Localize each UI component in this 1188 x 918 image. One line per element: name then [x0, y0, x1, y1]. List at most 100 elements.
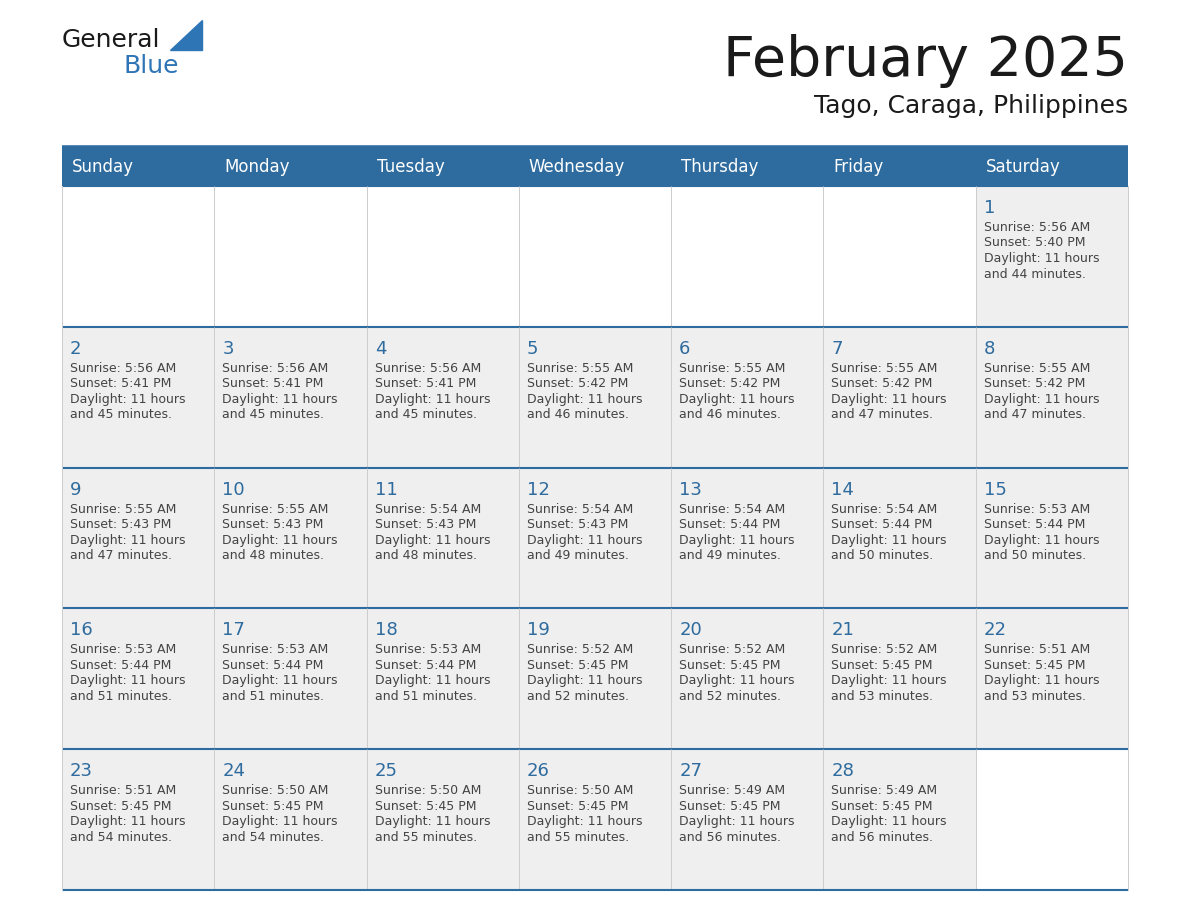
Bar [62, 186, 214, 327]
Text: 1: 1 [984, 199, 996, 217]
Text: Sunset: 5:41 PM: Sunset: 5:41 PM [222, 377, 323, 390]
Text: Sunrise: 5:50 AM: Sunrise: 5:50 AM [222, 784, 329, 797]
Text: and 54 minutes.: and 54 minutes. [222, 831, 324, 844]
Bar [214, 186, 367, 327]
Text: Sunrise: 5:55 AM: Sunrise: 5:55 AM [832, 362, 937, 375]
Bar [62, 148, 1127, 186]
Text: 19: 19 [526, 621, 550, 640]
Text: Sunset: 5:43 PM: Sunset: 5:43 PM [70, 518, 171, 532]
Text: Tago, Caraga, Philippines: Tago, Caraga, Philippines [814, 94, 1127, 118]
Text: 23: 23 [70, 762, 93, 780]
Bar [62, 186, 214, 327]
Text: Sunset: 5:45 PM: Sunset: 5:45 PM [526, 659, 628, 672]
Text: Sunset: 5:44 PM: Sunset: 5:44 PM [984, 518, 1085, 532]
Text: Daylight: 11 hours: Daylight: 11 hours [70, 675, 185, 688]
Text: Daylight: 11 hours: Daylight: 11 hours [70, 533, 185, 546]
Bar [367, 327, 519, 467]
Text: Daylight: 11 hours: Daylight: 11 hours [526, 393, 643, 406]
Bar [671, 186, 823, 327]
Text: 26: 26 [526, 762, 550, 780]
Text: Sunrise: 5:51 AM: Sunrise: 5:51 AM [70, 784, 176, 797]
Text: Sunset: 5:44 PM: Sunset: 5:44 PM [832, 518, 933, 532]
Text: Sunrise: 5:52 AM: Sunrise: 5:52 AM [680, 644, 785, 656]
Text: and 45 minutes.: and 45 minutes. [70, 409, 172, 421]
Bar [367, 749, 519, 890]
Text: and 53 minutes.: and 53 minutes. [984, 690, 1086, 703]
Text: and 50 minutes.: and 50 minutes. [984, 549, 1086, 562]
Text: 28: 28 [832, 762, 854, 780]
Text: Sunset: 5:45 PM: Sunset: 5:45 PM [680, 800, 781, 812]
Text: and 53 minutes.: and 53 minutes. [832, 690, 934, 703]
Polygon shape [170, 20, 202, 50]
Text: Sunrise: 5:56 AM: Sunrise: 5:56 AM [374, 362, 481, 375]
Bar [214, 467, 367, 609]
Bar [975, 327, 1127, 467]
Text: Daylight: 11 hours: Daylight: 11 hours [222, 675, 337, 688]
Text: Sunset: 5:43 PM: Sunset: 5:43 PM [526, 518, 628, 532]
Text: Sunset: 5:45 PM: Sunset: 5:45 PM [680, 659, 781, 672]
Text: and 44 minutes.: and 44 minutes. [984, 267, 1086, 281]
Bar [62, 609, 214, 749]
Text: 11: 11 [374, 481, 397, 498]
Text: 6: 6 [680, 340, 690, 358]
Text: Sunrise: 5:52 AM: Sunrise: 5:52 AM [832, 644, 937, 656]
Bar [823, 186, 975, 327]
Bar [823, 467, 975, 609]
Text: Sunrise: 5:53 AM: Sunrise: 5:53 AM [374, 644, 481, 656]
Bar [823, 186, 975, 327]
Text: Daylight: 11 hours: Daylight: 11 hours [832, 675, 947, 688]
Bar [367, 609, 519, 749]
Text: and 48 minutes.: and 48 minutes. [222, 549, 324, 562]
Text: Sunrise: 5:50 AM: Sunrise: 5:50 AM [374, 784, 481, 797]
Text: Sunrise: 5:55 AM: Sunrise: 5:55 AM [526, 362, 633, 375]
Text: 20: 20 [680, 621, 702, 640]
Text: and 55 minutes.: and 55 minutes. [526, 831, 628, 844]
Text: Daylight: 11 hours: Daylight: 11 hours [984, 252, 1099, 265]
Bar [823, 609, 975, 749]
Bar [62, 749, 214, 890]
Text: 2: 2 [70, 340, 82, 358]
Text: and 52 minutes.: and 52 minutes. [526, 690, 628, 703]
Text: 9: 9 [70, 481, 82, 498]
Text: Daylight: 11 hours: Daylight: 11 hours [832, 815, 947, 828]
Bar [519, 186, 671, 327]
Text: Friday: Friday [834, 158, 884, 176]
Text: and 49 minutes.: and 49 minutes. [526, 549, 628, 562]
Bar [214, 749, 367, 890]
Text: Daylight: 11 hours: Daylight: 11 hours [984, 533, 1099, 546]
Text: Wednesday: Wednesday [529, 158, 625, 176]
Text: Daylight: 11 hours: Daylight: 11 hours [680, 675, 795, 688]
Text: February 2025: February 2025 [723, 34, 1127, 88]
Text: Sunset: 5:41 PM: Sunset: 5:41 PM [70, 377, 171, 390]
Bar [671, 327, 823, 467]
Text: Sunrise: 5:55 AM: Sunrise: 5:55 AM [70, 502, 176, 516]
Text: Sunrise: 5:54 AM: Sunrise: 5:54 AM [526, 502, 633, 516]
Text: Sunset: 5:42 PM: Sunset: 5:42 PM [526, 377, 628, 390]
Text: 17: 17 [222, 621, 245, 640]
Text: Daylight: 11 hours: Daylight: 11 hours [222, 393, 337, 406]
Text: Sunrise: 5:53 AM: Sunrise: 5:53 AM [984, 502, 1089, 516]
Text: and 54 minutes.: and 54 minutes. [70, 831, 172, 844]
Text: Sunrise: 5:55 AM: Sunrise: 5:55 AM [984, 362, 1091, 375]
Text: Daylight: 11 hours: Daylight: 11 hours [680, 533, 795, 546]
Text: Sunset: 5:40 PM: Sunset: 5:40 PM [984, 237, 1085, 250]
Text: Daylight: 11 hours: Daylight: 11 hours [70, 815, 185, 828]
Text: 18: 18 [374, 621, 397, 640]
Text: Sunrise: 5:49 AM: Sunrise: 5:49 AM [680, 784, 785, 797]
Bar [519, 327, 671, 467]
Text: Sunrise: 5:51 AM: Sunrise: 5:51 AM [984, 644, 1089, 656]
Bar [62, 327, 214, 467]
Text: Sunday: Sunday [72, 158, 134, 176]
Bar [214, 609, 367, 749]
Text: 5: 5 [526, 340, 538, 358]
Text: 21: 21 [832, 621, 854, 640]
Bar [671, 749, 823, 890]
Text: Sunset: 5:44 PM: Sunset: 5:44 PM [222, 659, 323, 672]
Text: Daylight: 11 hours: Daylight: 11 hours [526, 815, 643, 828]
Text: 15: 15 [984, 481, 1006, 498]
Text: and 46 minutes.: and 46 minutes. [680, 409, 781, 421]
Text: Daylight: 11 hours: Daylight: 11 hours [374, 675, 491, 688]
Text: General: General [62, 28, 160, 52]
Text: and 49 minutes.: and 49 minutes. [680, 549, 781, 562]
Text: Sunset: 5:45 PM: Sunset: 5:45 PM [832, 659, 933, 672]
